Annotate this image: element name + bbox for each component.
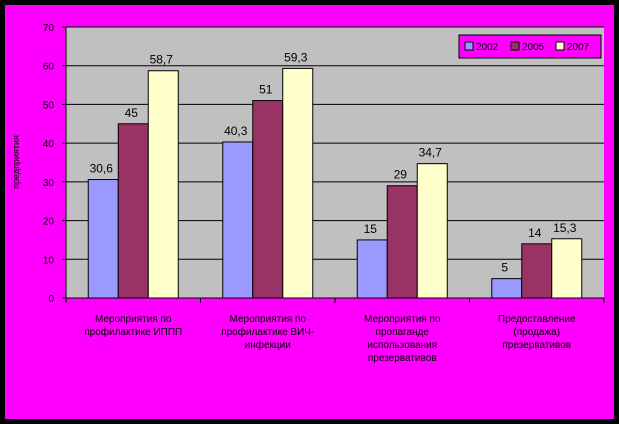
data-label: 5 [501,261,508,275]
data-labels: 30,6 40,3 15 5 45 51 29 14 58,7 59,3 34,7 15,3 [90,50,577,274]
y-tick-label: 20 [43,217,55,228]
bar-2002-2 [222,141,254,299]
bar-2007-4 [551,238,583,299]
data-label: 40,3 [224,124,248,138]
data-label: 51 [259,83,273,97]
category-label: Предоставление (продажа) презервативов [498,314,576,351]
legend-label-2005: 2005 [522,42,545,53]
bar-2005-3 [386,185,418,299]
legend-label-2007: 2007 [567,42,590,53]
y-tick-label: 60 [43,62,55,73]
legend-box [458,34,602,59]
bar-2005-1 [117,123,149,299]
bar-2005-4 [521,243,553,299]
category-label: Мероприятия по профилактике ВИЧ-инфекции [221,314,314,351]
bar-2002-4 [491,278,523,299]
data-label: 34,7 [419,146,443,160]
bars [87,67,583,299]
bar-2002-3 [356,239,388,299]
data-label: 29 [394,168,408,182]
y-axis-label: предприятия [11,135,21,189]
legend-swatch-2002 [464,41,474,51]
legend: 2002 2005 2007 [458,34,602,59]
legend-swatch-2007 [555,41,565,51]
y-axis-ticks: 0 10 20 30 40 50 60 70 [43,23,66,305]
y-tick-label: 30 [43,178,55,189]
data-label: 58,7 [150,53,174,67]
y-tick-label: 40 [43,139,55,150]
legend-label-2002: 2002 [476,42,499,53]
data-label: 45 [125,106,139,120]
x-axis-category-labels: Мероприятия по профилактике ИППП Мероприят… [84,314,576,364]
data-label: 59,3 [284,50,308,64]
bar-2007-2 [282,67,314,299]
y-tick-label: 70 [43,23,55,34]
legend-swatch-2005 [510,41,520,51]
category-label: Мероприятия по пропаганде использования пре… [364,314,441,364]
bar-2007-1 [147,70,179,299]
x-axis-tick-marks [65,298,605,303]
bar-2002-1 [87,179,119,299]
bar-2005-2 [252,100,284,299]
category-label: Мероприятия по профилактике ИППП [84,314,182,338]
data-label: 30,6 [90,162,114,176]
bar-2007-3 [416,163,448,299]
data-label: 15 [364,222,378,236]
y-tick-label: 0 [48,294,54,305]
data-label: 15,3 [553,221,577,235]
y-tick-label: 10 [43,255,55,266]
data-label: 14 [528,226,542,240]
y-tick-label: 50 [43,100,55,111]
